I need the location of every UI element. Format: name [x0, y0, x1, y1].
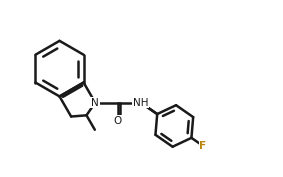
- Text: NH: NH: [133, 98, 149, 108]
- Text: O: O: [114, 116, 122, 126]
- Text: F: F: [199, 141, 206, 151]
- Text: N: N: [91, 98, 99, 108]
